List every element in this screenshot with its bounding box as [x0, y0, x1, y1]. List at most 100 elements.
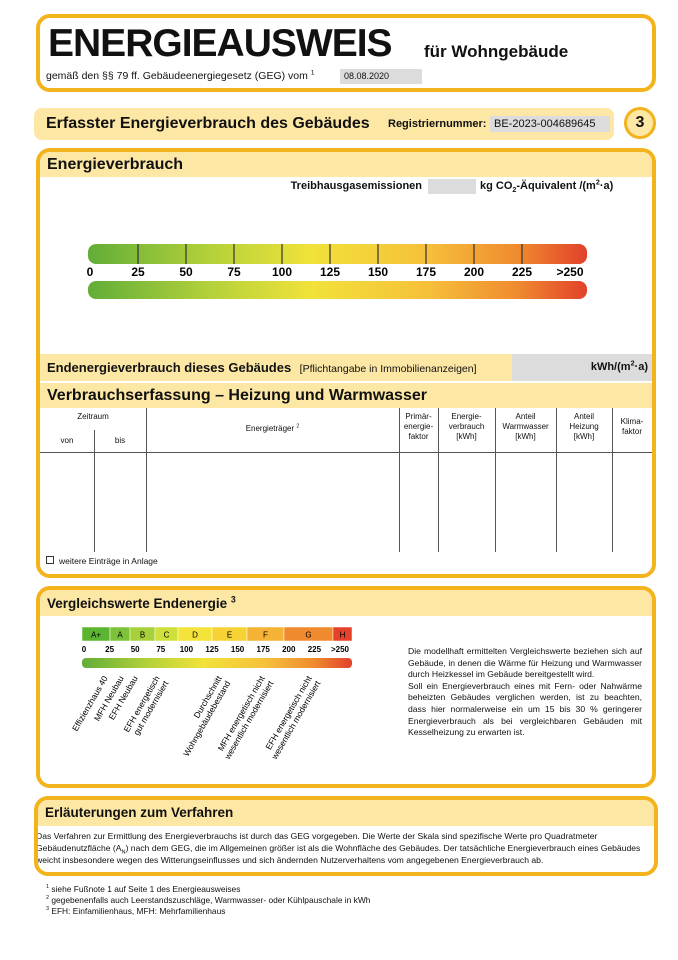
- scale-bar: [82, 658, 352, 668]
- class-label: B: [140, 631, 145, 640]
- class-cell: [332, 626, 353, 642]
- scale-bar: [88, 244, 587, 264]
- class-label: A+: [91, 631, 101, 640]
- footnote: 2 gegebenenfalls auch Leerstandszuschläg…: [46, 895, 370, 906]
- column-header: Energie-verbrauch [kWh]: [438, 412, 495, 442]
- final-energy-note: [Pflichtangabe in Immobilienanzeigen]: [299, 363, 477, 375]
- subtitle: für Wohngebäude: [424, 42, 569, 61]
- scale-label: 50: [179, 265, 193, 279]
- more-entries: weitere Einträge in Anlage: [46, 556, 158, 566]
- unit-part: kWh/(m: [590, 361, 631, 373]
- column-header: Energieträger 2: [146, 424, 399, 434]
- header-line: energie-: [403, 422, 434, 431]
- scale-label: 0: [87, 265, 94, 279]
- unit-part: kg CO: [480, 180, 513, 192]
- comparison-scale: A+ A B C D E F G H0 25 50 75 100 125 150 175 200 225 >250E…: [70, 626, 353, 762]
- class-label: F: [263, 631, 268, 640]
- scale-label: 150: [368, 265, 388, 279]
- ghg-value: [428, 179, 476, 194]
- class-label: C: [164, 631, 170, 640]
- final-energy-label: Endenergieverbrauch dieses Gebäudes: [47, 360, 292, 375]
- scale-label: >250: [556, 265, 583, 279]
- energy-title: Energieverbrauch: [40, 152, 652, 177]
- ghg-label: Treibhausgasemissionen: [290, 180, 422, 192]
- header-line: Primär-: [405, 412, 432, 421]
- unit-part: ·a): [599, 180, 614, 192]
- scale-label: 175: [416, 265, 436, 279]
- ghg-unit: kg CO2-Äquivalent /(m2·a): [480, 179, 614, 195]
- header-line: verbrauch: [448, 422, 485, 431]
- title-text: Vergleichswerte Endenergie: [47, 596, 228, 611]
- scale-label: 175: [257, 645, 271, 654]
- header-line: [kWh]: [456, 432, 477, 441]
- footnote-text: EFH: Einfamilienhaus, MFH: Mehrfamilienh…: [51, 906, 226, 916]
- header-line: faktor: [408, 432, 429, 441]
- date: 08.08.2020: [340, 69, 422, 84]
- rule: [40, 452, 652, 453]
- section-title: Erfasster Energieverbrauch des Gebäudes: [46, 115, 370, 132]
- rule: [556, 408, 557, 552]
- explanation-title: Erläuterungen zum Verfahren: [38, 800, 654, 826]
- header-line: Anteil: [515, 412, 536, 421]
- header-line: Klima-: [620, 417, 644, 426]
- checkbox: [46, 556, 54, 564]
- scale-label: 100: [180, 645, 194, 654]
- column-header: Anteil Heizung [kWh]: [556, 412, 612, 442]
- text-part: ) nach dem GEG, die im Allgemeinen größe…: [36, 843, 641, 865]
- scale-label: 200: [464, 265, 484, 279]
- consumption-title: Verbrauchserfassung – Heizung und Warmwa…: [40, 383, 652, 408]
- comparison-box: Vergleichswerte Endenergie 3 A+ A B C D E F G H 0…: [36, 586, 656, 788]
- header-line: Warmwasser: [502, 422, 549, 431]
- footnote-mark: 3: [230, 594, 236, 605]
- rule: [146, 408, 147, 552]
- scale-label: 75: [156, 645, 165, 654]
- footnote-text: gegebenenfalls auch Leerstandszuschläge,…: [51, 895, 371, 905]
- footnote-mark: 2: [296, 423, 300, 430]
- more-entries-text: weitere Einträge in Anlage: [59, 556, 158, 566]
- footnote-mark: 3: [46, 906, 50, 913]
- header-line: Anteil: [573, 412, 594, 421]
- scale-label: 125: [320, 265, 340, 279]
- footnote-mark: 1: [310, 69, 315, 77]
- legal-line: gemäß den §§ 79 ff. Gebäudeenergiegesetz…: [46, 70, 315, 82]
- scale-label: 225: [512, 265, 532, 279]
- registration-number: BE-2023-004689645: [490, 116, 610, 132]
- scale-label: 75: [227, 265, 241, 279]
- legal-text: gemäß den §§ 79 ff. Gebäudeenergiegesetz…: [46, 70, 308, 82]
- registration-label: Registriernummer:: [388, 118, 487, 130]
- class-label: H: [340, 631, 346, 640]
- scale-label: 200: [282, 645, 296, 654]
- column-header: Primär-energie-faktor: [399, 412, 438, 442]
- header-line: [kWh]: [515, 432, 536, 441]
- scale-label: >250: [331, 645, 350, 654]
- energy-box: Energieverbrauch Treibhausgasemissionen …: [36, 148, 656, 578]
- section-bar: Erfasster Energieverbrauch des Gebäudes …: [34, 108, 614, 140]
- unit-sup: 2: [630, 359, 635, 368]
- class-label: D: [192, 631, 198, 640]
- footnote-mark: 1: [46, 884, 50, 891]
- column-header: von: [60, 436, 74, 445]
- rule: [495, 408, 496, 552]
- footnote: 3 EFH: Einfamilienhaus, MFH: Mehrfamilie…: [46, 906, 370, 917]
- unit-part: ·a): [634, 361, 648, 373]
- column-header: Anteil Warmwasser [kWh]: [495, 412, 556, 442]
- header-line: [kWh]: [573, 432, 595, 441]
- title: ENERGIEAUSWEIS: [48, 22, 393, 65]
- explanation-box: Erläuterungen zum Verfahren Das Verfahre…: [34, 796, 658, 876]
- consumption-table: Zeitraum von bis Energieträger 2 Primär-…: [40, 408, 652, 552]
- scale-label: 225: [308, 645, 322, 654]
- scale-label: 0: [82, 645, 87, 654]
- column-header: Klima-faktor: [612, 417, 652, 437]
- rule: [612, 408, 613, 552]
- rule: [399, 408, 400, 552]
- scale-label: 50: [131, 645, 140, 654]
- unit-sub: 2: [512, 186, 517, 195]
- text-sub: N: [121, 849, 126, 856]
- footnote-text: siehe Fußnote 1 auf Seite 1 des Energiea…: [51, 884, 241, 894]
- header-text: Energieträger: [245, 424, 295, 433]
- energy-scale: 0 25 50 75 100 125 150 175 200 225 >250: [87, 244, 587, 299]
- header-line: Heizung: [569, 422, 599, 431]
- scale-bar: [88, 281, 587, 299]
- column-header: Zeitraum: [77, 412, 109, 421]
